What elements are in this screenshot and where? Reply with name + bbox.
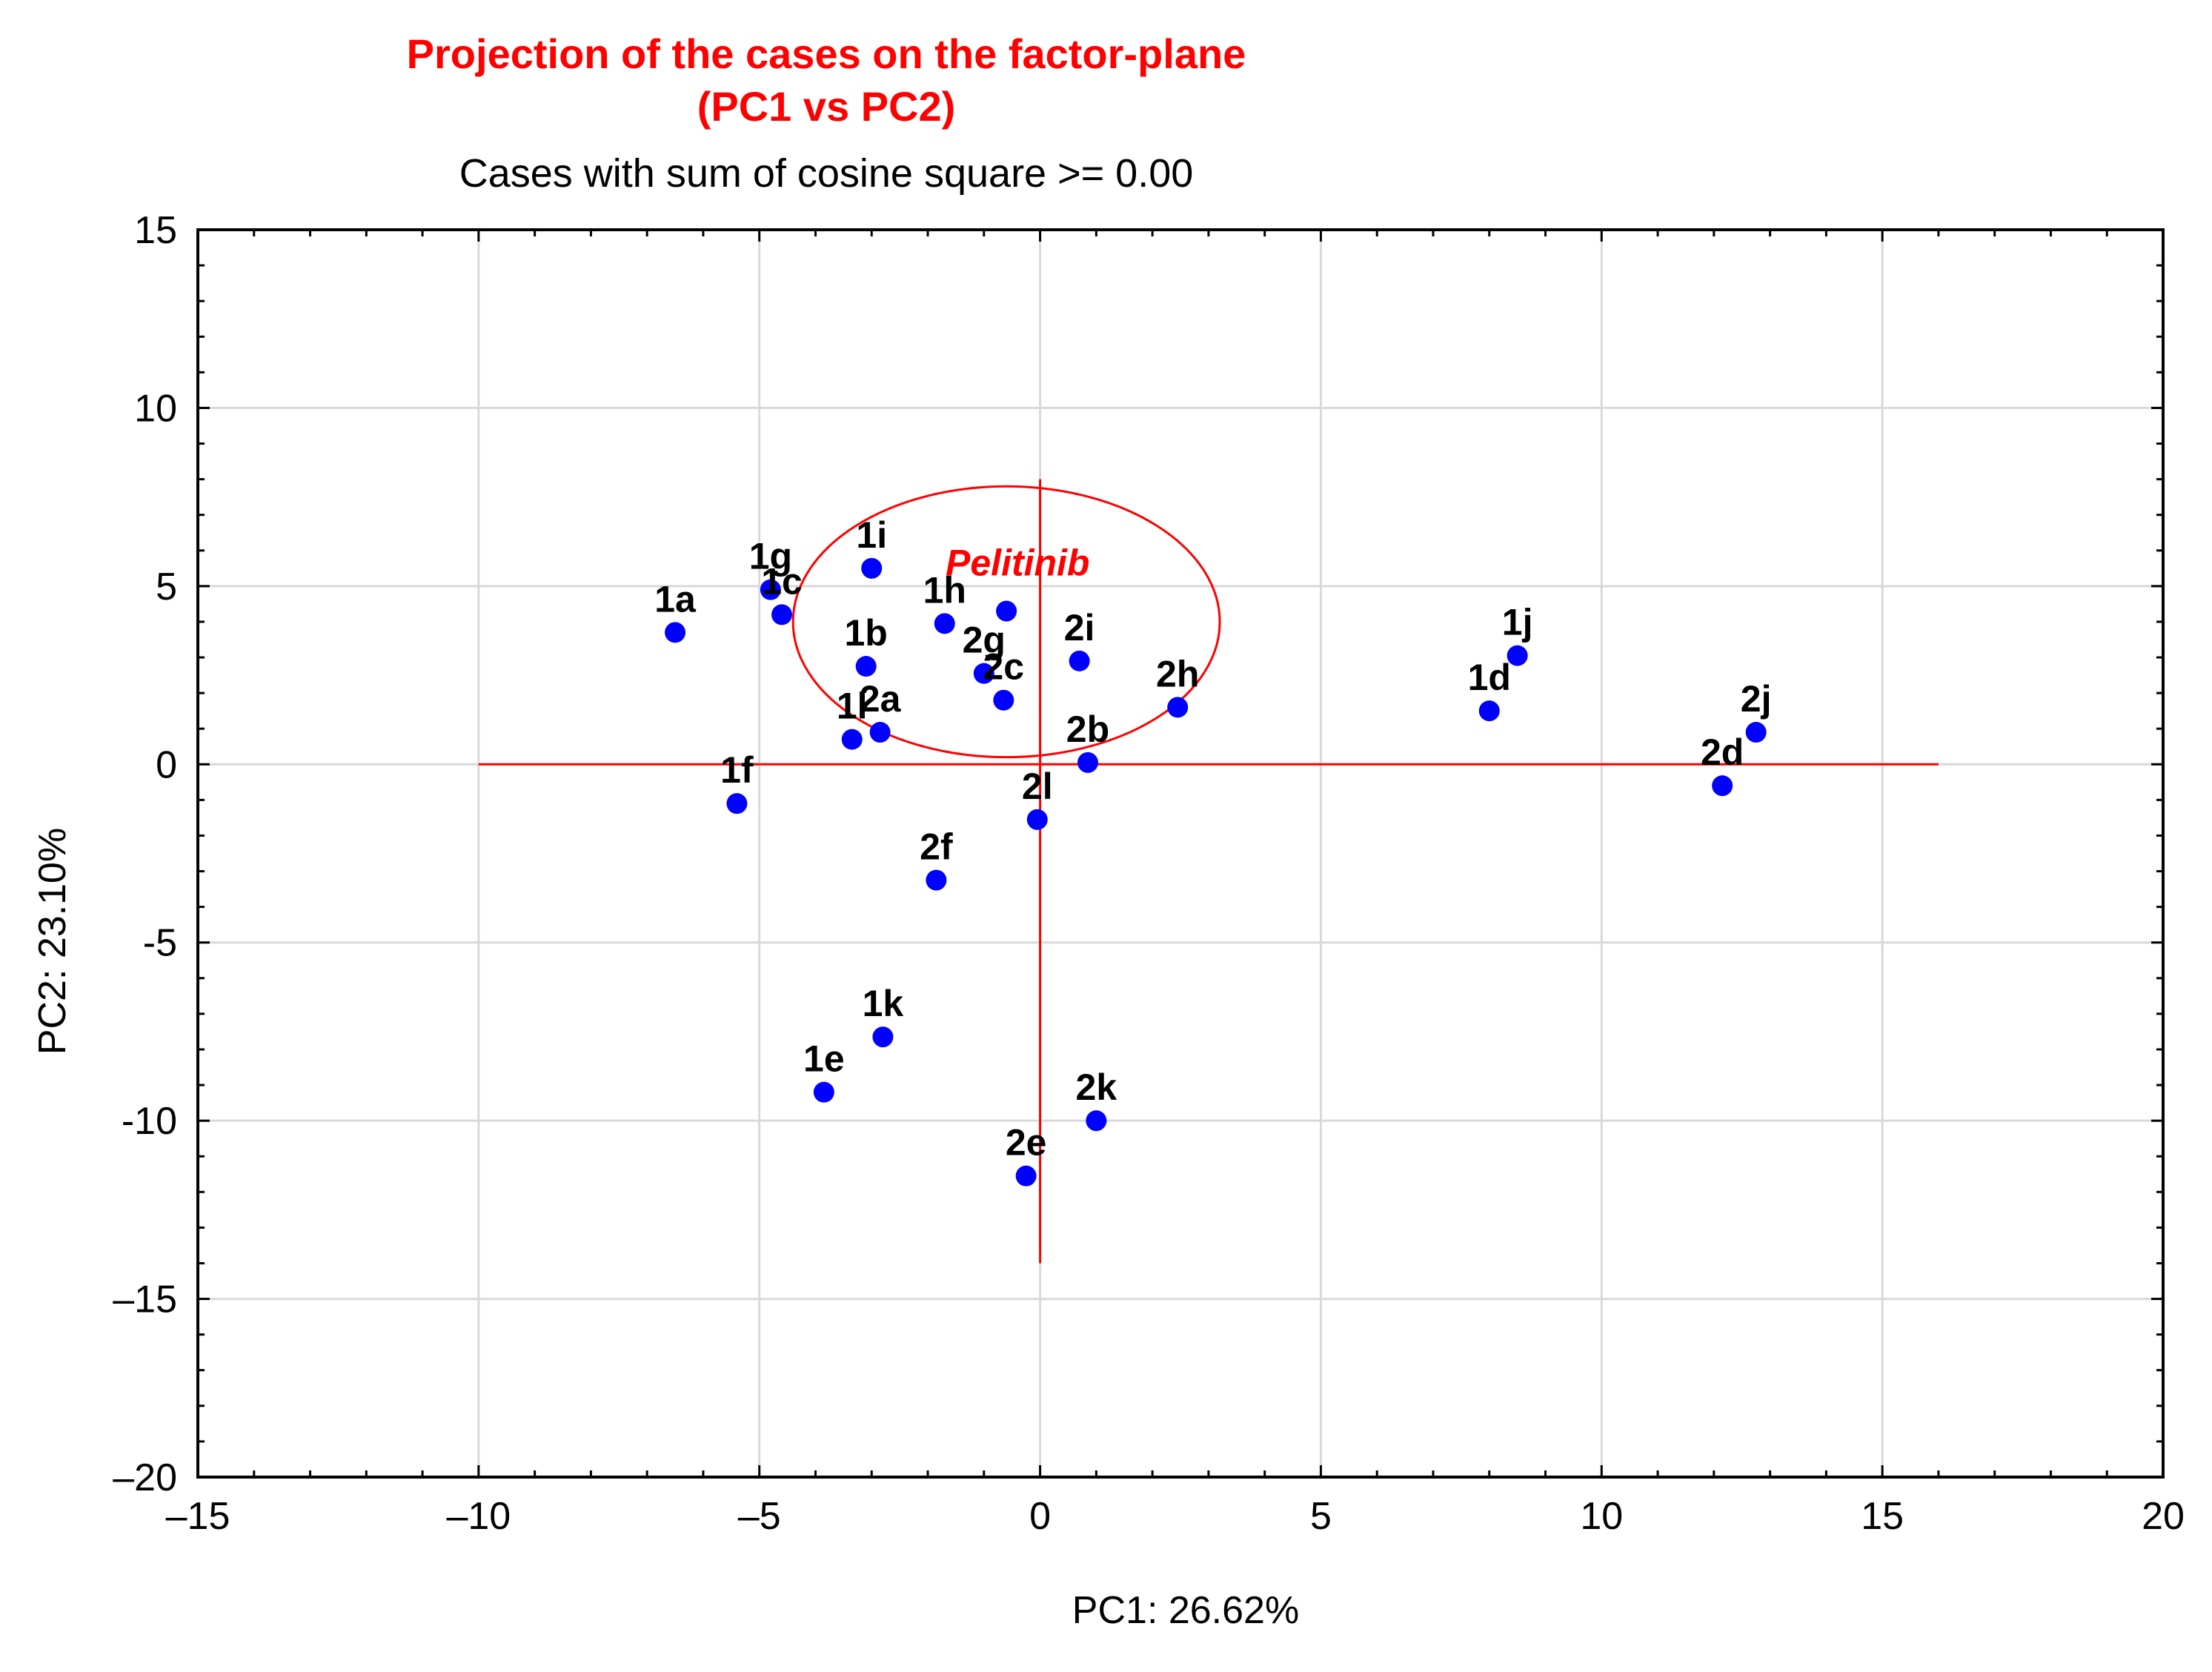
data-point-1d xyxy=(1478,700,1500,722)
point-label-2j: 2j xyxy=(1741,678,1772,720)
point-label-2f: 2f xyxy=(920,826,953,868)
data-point-1f xyxy=(726,793,748,815)
plot-border xyxy=(196,228,2165,1479)
point-label-1d: 1d xyxy=(1468,657,1511,698)
point-label-2e: 2e xyxy=(1006,1122,1047,1164)
data-point-1b xyxy=(855,656,877,677)
y-tick-label: 15 xyxy=(134,209,177,252)
data-point-1j xyxy=(1507,645,1528,666)
plot-frame xyxy=(196,228,2165,1479)
data-point-2j xyxy=(1745,722,1767,743)
y-tick-label: –15 xyxy=(113,1278,177,1321)
point-label-1l: 1l xyxy=(837,686,868,727)
point-label-2h: 2h xyxy=(1156,653,1199,694)
data-point-1c xyxy=(771,604,793,626)
x-tick-label: 10 xyxy=(1580,1495,1623,1538)
point-label-2c: 2c xyxy=(983,646,1025,688)
point-label-2d: 2d xyxy=(1701,732,1744,773)
data-point-2l xyxy=(1026,809,1048,830)
data-point-2k xyxy=(1086,1110,1107,1132)
data-point-2d xyxy=(1712,775,1733,797)
point-label-2b: 2b xyxy=(1066,709,1109,750)
y-axis-label: PC2: 23.10% xyxy=(31,828,74,1055)
y-tick-label: 5 xyxy=(156,565,177,608)
point-label-1e: 1e xyxy=(803,1038,845,1080)
y-tick-label: -5 xyxy=(143,922,177,965)
annotation-pelitinib: Pelitinib xyxy=(946,542,1089,583)
grid xyxy=(198,230,2163,1477)
data-point-1k xyxy=(872,1026,894,1048)
point-label-1a: 1a xyxy=(654,578,697,620)
data-point-1e xyxy=(813,1081,834,1103)
data-point-2g xyxy=(973,663,994,684)
x-tick-label: 15 xyxy=(1861,1495,1904,1538)
point-label-1j: 1j xyxy=(1502,602,1533,643)
x-tick-label: –10 xyxy=(446,1495,511,1538)
x-tick-label: 20 xyxy=(2142,1495,2185,1538)
reference-lines: Pelitinib xyxy=(478,479,1939,1264)
point-label-2i: 2i xyxy=(1064,607,1095,648)
data-point-1g xyxy=(760,579,781,600)
y-tick-label: -10 xyxy=(122,1100,177,1143)
chart-title-line2: (PC1 vs PC2) xyxy=(697,83,956,130)
point-label-1i: 1i xyxy=(856,514,887,556)
data-point-2i xyxy=(1069,650,1090,671)
x-tick-label: –15 xyxy=(166,1495,230,1538)
data-point-2b xyxy=(1077,752,1098,773)
point-label-1k: 1k xyxy=(863,983,904,1024)
point-label-2g: 2g xyxy=(963,620,1006,661)
x-tick-label: 0 xyxy=(1029,1495,1051,1538)
data-point-2f xyxy=(926,869,947,891)
data-point-1l xyxy=(841,729,863,750)
x-tick-label: 5 xyxy=(1310,1495,1332,1538)
point-label-2a: 2a xyxy=(860,678,902,720)
data-point-1a xyxy=(665,622,686,643)
point-label-1b: 1b xyxy=(845,612,888,654)
point-label-1h: 1h xyxy=(923,569,966,611)
data-point-unlabeled-6 xyxy=(996,600,1017,622)
chart-subtitle: Cases with sum of cosine square >= 0.00 xyxy=(459,151,1194,196)
data-point-2e xyxy=(1015,1165,1037,1187)
point-label-2k: 2k xyxy=(1076,1066,1117,1108)
y-tick-label: –20 xyxy=(113,1456,177,1499)
point-label-1c: 1c xyxy=(761,560,803,602)
chart-title: Projection of the cases on the factor-pl… xyxy=(407,30,1246,77)
data-point-1i xyxy=(861,557,883,579)
point-label-1f: 1f xyxy=(720,749,754,791)
point-label-1g: 1g xyxy=(749,536,792,577)
x-axis-label: PC1: 26.62% xyxy=(1072,1589,1299,1632)
point-label-2l: 2l xyxy=(1022,766,1053,807)
data-point-2h xyxy=(1167,697,1189,718)
x-tick-label: –5 xyxy=(738,1495,781,1538)
y-tick-label: 10 xyxy=(134,387,177,430)
highlight-circle xyxy=(791,485,1221,759)
y-tick-label: 0 xyxy=(156,743,177,786)
data-point-1h xyxy=(934,613,955,634)
data-point-2a xyxy=(869,722,891,743)
data-point-2c xyxy=(993,689,1014,711)
